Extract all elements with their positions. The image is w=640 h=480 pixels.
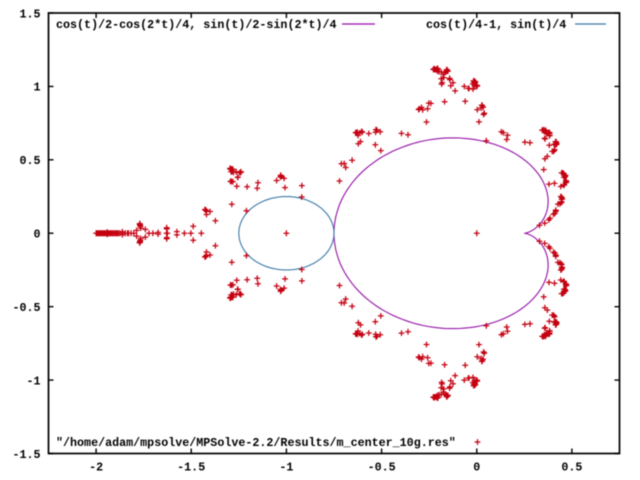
svg-text:0: 0 (33, 228, 40, 242)
svg-text:1.5: 1.5 (19, 7, 40, 21)
svg-text:1: 1 (33, 81, 40, 95)
svg-text:-0.5: -0.5 (12, 301, 40, 315)
svg-text:0.5: 0.5 (561, 461, 582, 475)
svg-text:-1: -1 (26, 374, 40, 388)
svg-text:cos(t)/4-1, sin(t)/4: cos(t)/4-1, sin(t)/4 (426, 18, 566, 32)
svg-text:-1.5: -1.5 (12, 448, 40, 462)
svg-text:-2: -2 (89, 461, 103, 475)
svg-text:-0.5: -0.5 (368, 461, 396, 475)
svg-text:0: 0 (473, 461, 480, 475)
svg-text:0.5: 0.5 (19, 154, 40, 168)
svg-text:-1: -1 (279, 461, 293, 475)
svg-text:-1.5: -1.5 (177, 461, 205, 475)
svg-text:"/home/adam/mpsolve/MPSolve-2.: "/home/adam/mpsolve/MPSolve-2.2/Results/… (56, 436, 456, 450)
svg-text:cos(t)/2-cos(2*t)/4, sin(t)/2-: cos(t)/2-cos(2*t)/4, sin(t)/2-sin(2*t)/4 (56, 18, 337, 32)
